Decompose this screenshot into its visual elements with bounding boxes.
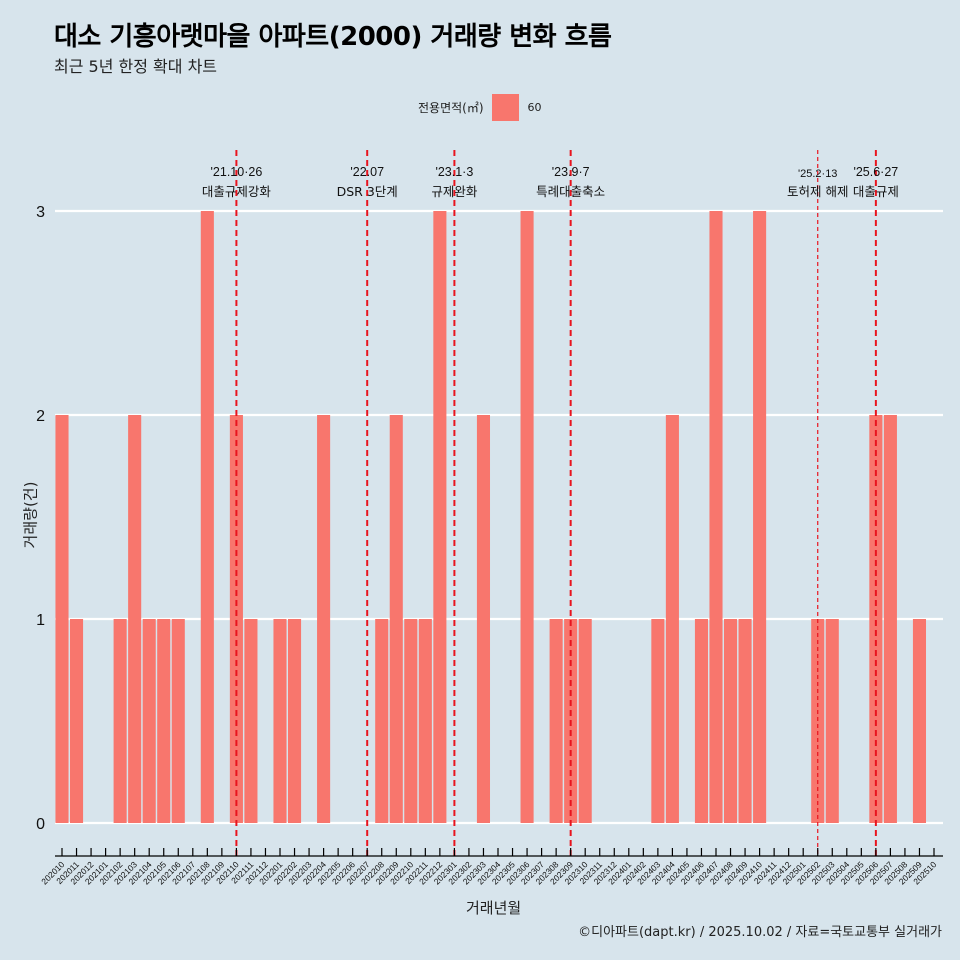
bar xyxy=(287,619,302,823)
bar xyxy=(389,415,403,823)
chart-title: 대소 기흥아랫마을 아파트(2000) 거래량 변화 흐름 xyxy=(54,22,612,52)
x-axis-title: 거래년월 xyxy=(466,899,522,917)
bar xyxy=(244,619,258,823)
y-axis-title: 거래량(건) xyxy=(21,481,40,549)
bar xyxy=(418,619,432,823)
bar xyxy=(912,619,927,823)
y-tick-label: 0 xyxy=(36,816,45,833)
bar xyxy=(157,619,171,823)
bar xyxy=(69,619,84,823)
gridlines xyxy=(55,209,943,825)
bar xyxy=(825,619,839,823)
bar xyxy=(694,619,709,823)
bar xyxy=(753,211,767,823)
bar xyxy=(55,415,69,823)
bar xyxy=(171,619,185,823)
y-tick-label: 3 xyxy=(36,204,45,221)
event-date-label: '25.6·27 xyxy=(853,165,898,179)
event-name-label: 규제완화 xyxy=(431,184,478,199)
bar xyxy=(869,415,883,823)
event-date-label: '25.2·13 xyxy=(798,168,837,180)
bar xyxy=(476,415,491,823)
bar xyxy=(549,619,563,823)
event-date-label: '21.10·26 xyxy=(211,165,263,179)
bar xyxy=(883,415,897,823)
chart-subtitle: 최근 5년 한정 확대 차트 xyxy=(54,57,218,76)
bar xyxy=(709,211,723,823)
event-date-label: '23.9·7 xyxy=(552,165,590,179)
source-caption: ©디아파트(dapt.kr) / 2025.10.02 / 자료=국토교통부 실… xyxy=(578,925,942,940)
y-tick-label: 2 xyxy=(36,408,45,425)
event-name-label: DSR 3단계 xyxy=(337,184,398,199)
event-name-label: 대출규제강화 xyxy=(202,184,272,199)
event-lines: '21.10·26 대출규제강화 '22.07 DSR 3단계 '23.1·3 규제완화 '… xyxy=(202,150,899,856)
bar xyxy=(142,619,156,823)
event-name-label: 특례대출축소 xyxy=(536,184,605,199)
bar xyxy=(273,619,287,823)
legend: 전용면적(㎡) 60 xyxy=(418,93,542,121)
bar xyxy=(229,415,243,823)
bars xyxy=(55,211,927,823)
bar xyxy=(723,619,738,823)
bar xyxy=(520,211,534,823)
bar xyxy=(375,619,389,823)
bar xyxy=(651,619,665,823)
bar xyxy=(128,415,142,823)
event-date-label: '23.1·3 xyxy=(435,165,473,179)
bar xyxy=(113,619,127,823)
legend-swatch xyxy=(491,93,519,121)
y-tick-label: 1 xyxy=(36,612,45,629)
event-name-label: 대출규제 xyxy=(853,184,899,199)
bar xyxy=(433,211,447,823)
bar xyxy=(578,619,592,823)
event-name-label: 토허제 해제 xyxy=(787,184,848,199)
bar xyxy=(665,415,679,823)
legend-title: 전용면적(㎡) xyxy=(418,100,484,115)
bar xyxy=(738,619,752,823)
bar xyxy=(200,211,214,823)
event-date-label: '22.07 xyxy=(350,165,384,179)
bar xyxy=(317,415,331,823)
bar xyxy=(404,619,418,823)
legend-label: 60 xyxy=(527,100,542,114)
